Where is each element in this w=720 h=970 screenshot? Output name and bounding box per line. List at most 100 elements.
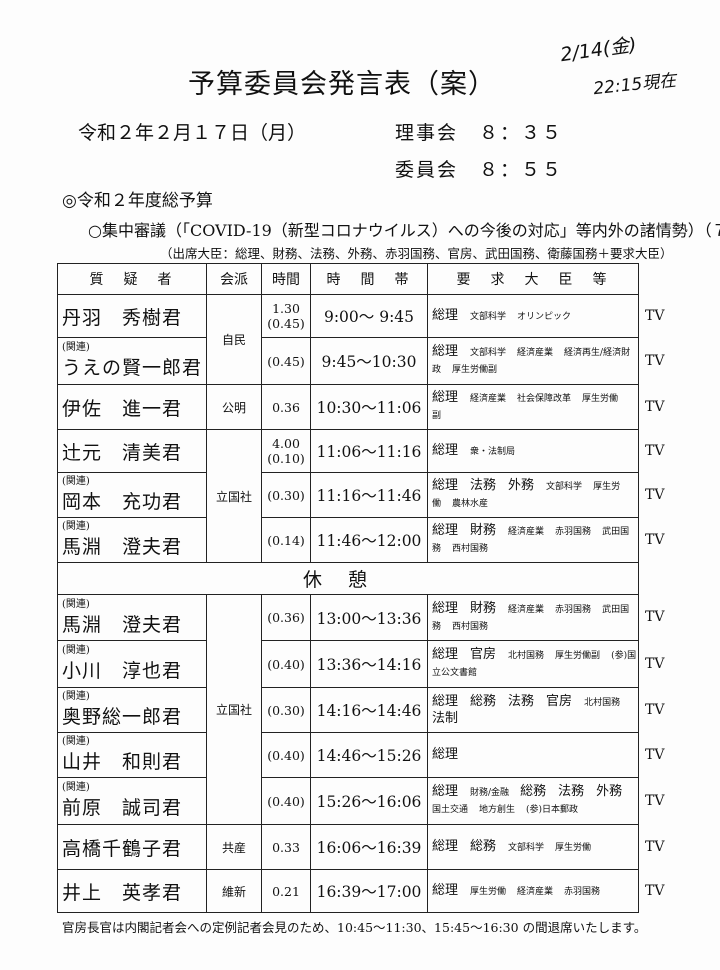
table-header: 質 疑 者 会派 時間 時 間 帯 要 求 大 臣 等	[57, 263, 639, 295]
related-label: (関連)	[62, 782, 90, 793]
speaker-cell: 高橋千鶴子君	[57, 824, 207, 870]
time-slot-cell: 10:30～11:06	[310, 384, 428, 430]
speaker-name: 山井 和則君	[62, 751, 183, 773]
header-speaker: 質 疑 者	[57, 263, 207, 295]
time-cell: 4.00 (0.10)	[261, 429, 311, 473]
minister-item: 文部科学	[508, 842, 545, 853]
ministers-cell: 総理 法務 外務 文部科学 厚生労働 農林水産	[427, 472, 639, 518]
party-cell: 立国社	[206, 429, 262, 563]
ministers-cell: 総理 財務 経済産業 赤羽国務 武田国務 西村国務	[427, 517, 639, 563]
minister-item: 赤羽国務	[555, 604, 592, 615]
ministers-cell: 総理 文部科学 オリンピック	[427, 294, 639, 338]
speaker-cell: 辻元 清美君	[57, 429, 207, 473]
minister-item: オリンピック	[517, 311, 572, 322]
related-label: (関連)	[62, 521, 90, 532]
minister-item: 西村国務	[452, 544, 489, 554]
tv-broadcast-label: TV	[645, 486, 665, 503]
break-row: 休憩	[57, 562, 639, 595]
header-ministers: 要 求 大 臣 等	[427, 263, 639, 295]
minister-item: 総理	[432, 390, 459, 405]
minister-item: 厚生労働	[555, 842, 592, 853]
minister-item: 経済再生/経済財政	[432, 348, 631, 375]
minister-item: 財務	[470, 523, 497, 538]
footer-note: 官房長官は内閣記者会への定例記者会見のため、10:45～11:30、15:45～…	[62, 920, 647, 935]
minister-item: 総理	[432, 838, 459, 854]
party-cell: 立国社	[206, 594, 262, 825]
time-cell: (0.30)	[261, 687, 311, 733]
minister-item: 総理	[432, 442, 459, 458]
minister-item: 厚生労働	[470, 886, 507, 897]
time-slot-cell: 9:45～10:30	[310, 337, 428, 385]
minister-item: 官房	[470, 647, 497, 662]
minister-item: 総務	[470, 693, 497, 709]
attending-ministers: （出席大臣：総理、財務、法務、外務、赤羽国務、官房、武田国務、衛藤国務＋要求大臣…	[160, 246, 673, 261]
speaker-cell: (関連) 馬淵 澄夫君	[57, 517, 207, 563]
time-slot-cell: 13:36～14:16	[310, 640, 428, 688]
minister-item: 法務	[508, 693, 535, 709]
minister-item: 総理	[432, 693, 459, 709]
minister-item: 総理	[432, 784, 459, 799]
ministers-cell: 総理 官房 北村国務 厚生労働副 (参)国立公文書館	[427, 640, 639, 688]
time-slot-cell: 16:39～17:00	[310, 869, 428, 913]
time-cell: (0.14)	[261, 517, 311, 563]
related-label: (関連)	[62, 691, 90, 702]
minister-item: 法制	[432, 710, 459, 726]
time-cell: 1.30 (0.45)	[261, 294, 311, 338]
related-label: (関連)	[62, 736, 90, 747]
minister-item: 法務	[470, 478, 497, 493]
tv-broadcast-label: TV	[645, 882, 665, 899]
tv-broadcast-label: TV	[645, 746, 665, 763]
speaker-name: 馬淵 澄夫君	[62, 613, 183, 636]
ministers-cell: 総理 厚生労働 経済産業 赤羽国務	[427, 869, 639, 913]
minister-item: 厚生労働副	[452, 365, 498, 375]
related-label: (関連)	[62, 598, 90, 610]
tv-broadcast-label: TV	[645, 307, 665, 324]
speaker-cell: (関連) 前原 誠司君	[57, 777, 207, 825]
related-label: (関連)	[62, 342, 90, 353]
time-cell: (0.40)	[261, 732, 311, 778]
tv-broadcast-label: TV	[645, 442, 665, 459]
tv-broadcast-label: TV	[645, 398, 665, 415]
table-row: (関連) 山井 和則君 (0.40) 14:46～15:26 総理	[57, 732, 639, 778]
speaker-cell: (関連) 馬淵 澄夫君	[57, 594, 207, 641]
header-party: 会派	[206, 263, 262, 295]
minister-item: 総理	[432, 600, 459, 616]
speaker-cell: 井上 英孝君	[57, 869, 207, 913]
minister-item: 総理	[432, 344, 459, 359]
party-cell: 自民	[206, 294, 262, 385]
minister-item: 官房	[546, 693, 573, 709]
minister-item: 経済産業	[517, 886, 554, 897]
speaker-name: 奥野総一郎君	[62, 706, 183, 728]
tv-broadcast-label: TV	[645, 352, 665, 369]
minister-item: 西村国務	[452, 621, 489, 632]
table-row: (関連) 馬淵 澄夫君 (0.14) 11:46～12:00 総理 財務 経済産業 赤羽国務武…	[57, 517, 639, 563]
minister-item: 国土交通	[432, 805, 469, 815]
tv-broadcast-label: TV	[645, 655, 665, 672]
minister-item: 外務	[596, 784, 623, 799]
time-cell: (0.45)	[261, 337, 311, 385]
minister-item: 経済産業	[517, 348, 554, 358]
time-cell: 0.21	[261, 869, 311, 913]
minister-item: 赤羽国務	[564, 886, 601, 897]
time-slot-cell: 11:06～11:16	[310, 429, 428, 473]
minister-item: 財務	[470, 600, 497, 616]
minister-item: 農林水産	[452, 499, 489, 509]
minister-item: (参)日本郵政	[526, 805, 579, 815]
speaker-name: 岡本 充功君	[62, 491, 183, 513]
speaker-cell: 伊佐 進一君	[57, 384, 207, 430]
minister-item: 経済産業	[508, 527, 545, 537]
minister-item: 法務	[558, 784, 585, 799]
time-slot-cell: 14:16～14:46	[310, 687, 428, 733]
session-heading: ○集中審議（「COVID-19（新型コロナウイルス）への今後の対応」等内外の諸情…	[88, 221, 720, 240]
minister-item: 総理	[432, 647, 459, 662]
speaker-name: うえの賢一郎君	[62, 357, 203, 379]
time-cell: (0.30)	[261, 472, 311, 518]
handwritten-time: 22:15現在	[592, 70, 678, 100]
minister-item: 北村国務	[584, 697, 621, 708]
header-slot: 時 間 帯	[310, 263, 428, 295]
meeting-date: 令和２年２月１７日（月）	[78, 122, 307, 144]
minister-item: 総務	[470, 838, 497, 854]
tv-broadcast-label: TV	[645, 838, 665, 855]
time-slot-cell: 13:00～13:36	[310, 594, 428, 641]
speaker-cell: (関連) 山井 和則君	[57, 732, 207, 778]
